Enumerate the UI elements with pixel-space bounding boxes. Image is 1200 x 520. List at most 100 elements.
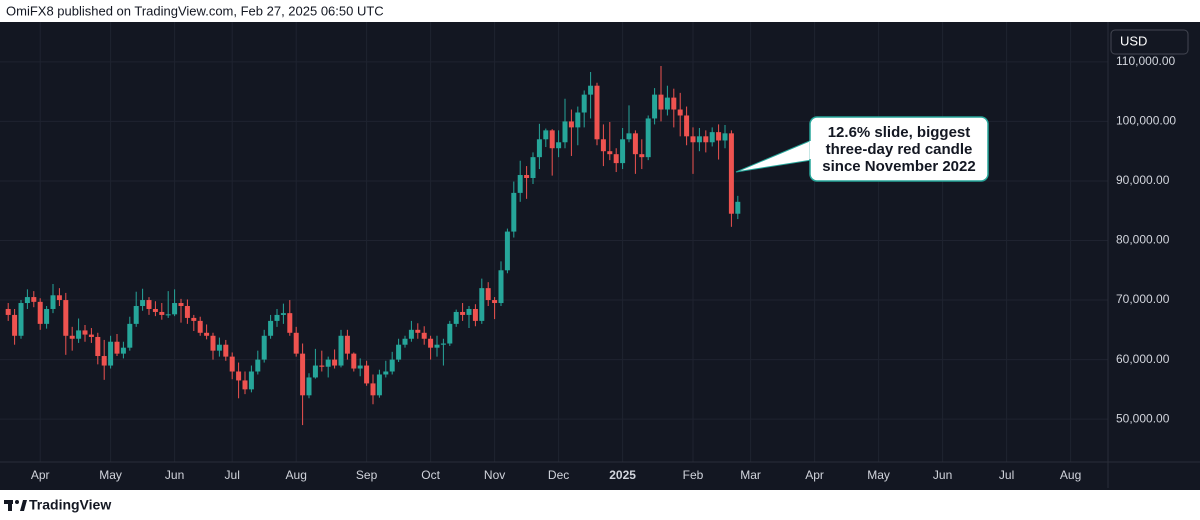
candle-body [383, 371, 389, 375]
candle-body [357, 365, 363, 369]
candle-body [325, 359, 331, 367]
candle-body [632, 133, 638, 155]
x-tick-label: Jul [225, 468, 240, 482]
x-tick-label: Dec [548, 468, 569, 482]
currency: USD [1120, 33, 1147, 48]
candle-body [671, 97, 677, 110]
candle-body [242, 380, 248, 390]
candle-body [364, 365, 370, 384]
candle-body [300, 353, 306, 396]
candle-body [152, 308, 158, 312]
candle-body [447, 323, 453, 344]
candle-body [114, 341, 120, 354]
candle-body [652, 94, 658, 119]
candle-body [56, 295, 62, 301]
candle-body [204, 332, 210, 336]
candle-body [306, 377, 312, 396]
candle-body [466, 308, 472, 315]
candle-body [88, 334, 94, 337]
y-tick-label: 110,000.00 [1116, 54, 1175, 68]
candle-body [280, 313, 286, 315]
candle-body [95, 336, 101, 357]
candle-body [82, 330, 88, 335]
candle-body [101, 356, 107, 366]
candle-body [197, 320, 203, 333]
candle-body [588, 85, 594, 95]
candle-body [248, 371, 254, 390]
plot-background [0, 22, 1200, 490]
candle-body [684, 115, 690, 137]
candle-body [728, 133, 734, 214]
y-tick-label: 90,000.00 [1116, 173, 1170, 187]
candle-body [127, 323, 133, 348]
candle-body [344, 335, 350, 354]
candle-body [402, 338, 408, 345]
candle-body [159, 311, 165, 315]
axes: 50,000.00 60,000.00 70,000.00 80,000.00 90,0… [31, 54, 1177, 482]
header: OmiFX8 published on TradingView.com, Feb… [6, 3, 384, 18]
candle-body [690, 136, 696, 143]
candle-body [172, 303, 178, 315]
brand: TradingView [29, 497, 111, 513]
candle-body [165, 314, 171, 316]
candle-body [184, 306, 190, 318]
candle-body [428, 338, 434, 348]
x-tick-label: Oct [421, 468, 440, 482]
candle-body [434, 344, 440, 348]
candle-body [664, 97, 670, 110]
y-tick-label: 80,000.00 [1116, 233, 1170, 247]
candle-body [351, 353, 357, 369]
candle-body [133, 306, 139, 324]
candle-body [575, 112, 581, 128]
candle-body [485, 288, 491, 301]
candle-body [274, 314, 280, 321]
candle-body [332, 359, 338, 366]
candle-body [178, 303, 184, 307]
candle-body [594, 85, 600, 140]
candle-body [492, 300, 498, 304]
candle-body [453, 311, 459, 324]
candle-body [613, 154, 619, 164]
candle-body [543, 130, 549, 140]
currency-box[interactable] [1110, 29, 1189, 55]
candle-body [626, 133, 632, 140]
x-tick-label: Aug [286, 468, 307, 482]
candle-body [524, 175, 530, 178]
candle-body [498, 270, 504, 304]
candle-body [229, 356, 235, 372]
candle-body [255, 359, 261, 372]
candle-body [191, 317, 197, 321]
candle-body [722, 133, 728, 141]
candle-body [658, 94, 664, 110]
candle-body [223, 344, 229, 357]
candle-body [511, 192, 517, 232]
candle-body [415, 329, 421, 333]
candle-body [108, 341, 114, 366]
candle-body [556, 142, 562, 149]
candle-body [639, 154, 645, 158]
y-tick-label: 50,000.00 [1116, 411, 1170, 425]
x-tick-label: Apr [805, 468, 824, 482]
candle-body [460, 311, 466, 315]
candle-body [421, 332, 427, 339]
x-tick-label: Jul [999, 468, 1014, 482]
candle-body [479, 288, 485, 321]
callout-text: 12.6% slide, biggest three-day red candl… [822, 123, 976, 175]
candle-body [607, 151, 613, 155]
candle-body [140, 300, 146, 307]
candle-body [319, 365, 325, 367]
candle-body [677, 109, 683, 116]
x-tick-label: 2025 [609, 468, 636, 482]
y-tick-label: 60,000.00 [1116, 352, 1170, 366]
candle-body [600, 139, 606, 152]
candle-body [396, 344, 402, 360]
x-tick-label: Jun [165, 468, 184, 482]
candle-body [24, 297, 30, 304]
candle-body [236, 371, 242, 381]
candle-body [716, 132, 722, 141]
candles [5, 66, 741, 426]
x-tick-label: Apr [31, 468, 50, 482]
candle-body [12, 314, 18, 336]
candle-body [293, 332, 299, 354]
